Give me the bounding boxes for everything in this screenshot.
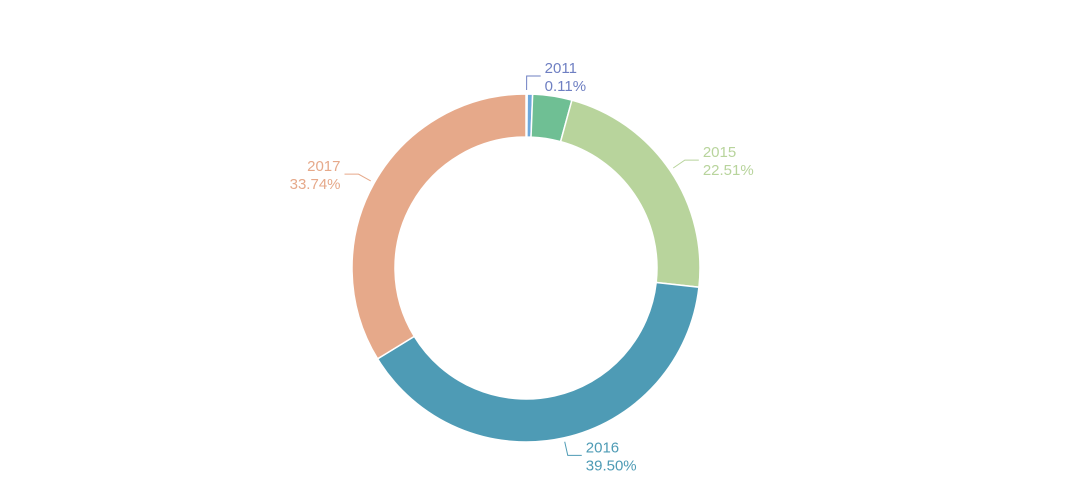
slice-label-2017: 2017 [307, 158, 340, 175]
slice-percent-2017: 33.74% [290, 176, 341, 193]
slice-label-2016: 2016 [586, 439, 619, 456]
slice-label-2015: 2015 [703, 144, 736, 161]
leader-line-2016 [564, 441, 582, 456]
slice-2017[interactable] [351, 93, 527, 360]
slice-percent-2016: 39.50% [586, 457, 637, 474]
slice-label-2011: 2011 [545, 60, 577, 77]
leader-line-2011 [526, 75, 541, 91]
slice-percent-2011: 0.11% [545, 78, 586, 95]
donut-slices [351, 93, 701, 443]
leader-line-2017 [344, 173, 371, 182]
slice-percent-2015: 22.51% [703, 162, 754, 179]
leader-line-2015 [672, 159, 699, 169]
slice-2016[interactable] [376, 281, 700, 443]
slice-2015[interactable] [559, 99, 701, 289]
